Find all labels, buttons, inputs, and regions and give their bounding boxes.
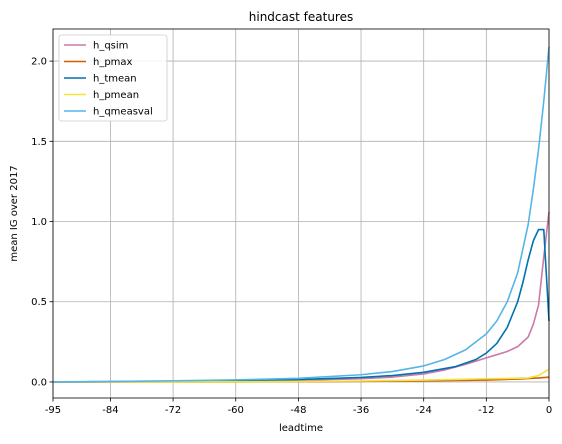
chart-title: hindcast features bbox=[249, 10, 353, 24]
y-tick-label: 2.0 bbox=[31, 57, 47, 68]
y-tick-label: 1.5 bbox=[31, 137, 47, 148]
series-line-h-qmeasval bbox=[52, 46, 550, 383]
series-line-h-tmean bbox=[52, 228, 550, 383]
x-tick-label: -72 bbox=[165, 405, 181, 416]
x-tick-label: -36 bbox=[353, 405, 369, 416]
y-tick-label: 0.0 bbox=[31, 377, 47, 388]
y-tick-label: 1.0 bbox=[31, 217, 47, 228]
legend-label: h_pmax bbox=[93, 57, 133, 68]
plot-frame bbox=[52, 28, 550, 399]
legend-label: h_qmeasval bbox=[93, 107, 153, 118]
x-tick-label: -84 bbox=[102, 405, 118, 416]
x-tick-label: -95 bbox=[45, 405, 61, 416]
y-axis-label: mean IG over 2017 bbox=[9, 165, 20, 261]
y-tick-label: 0.5 bbox=[31, 297, 47, 308]
x-tick-label: -48 bbox=[290, 405, 306, 416]
series-line-h-pmean bbox=[53, 368, 550, 383]
legend-label: h_qsim bbox=[93, 41, 128, 52]
x-axis-label: leadtime bbox=[279, 423, 323, 434]
x-tick-label: -60 bbox=[228, 405, 244, 416]
legend-box bbox=[58, 34, 168, 122]
legend-label: h_tmean bbox=[93, 74, 137, 85]
legend: h_qsim h_pmax h_tmean h_pmean h_qmeasval bbox=[58, 34, 168, 122]
x-axis-ticks: -95 -84 -72 -60 -48 -36 -24 -12 0 bbox=[45, 398, 552, 416]
legend-label: h_pmean bbox=[93, 90, 139, 101]
x-tick-label: -24 bbox=[416, 405, 432, 416]
y-axis-ticks: 0.0 0.5 1.0 1.5 2.0 bbox=[31, 57, 53, 388]
x-tick-label: 0 bbox=[546, 405, 552, 416]
x-tick-label: -12 bbox=[478, 405, 494, 416]
series-layer bbox=[52, 46, 550, 383]
